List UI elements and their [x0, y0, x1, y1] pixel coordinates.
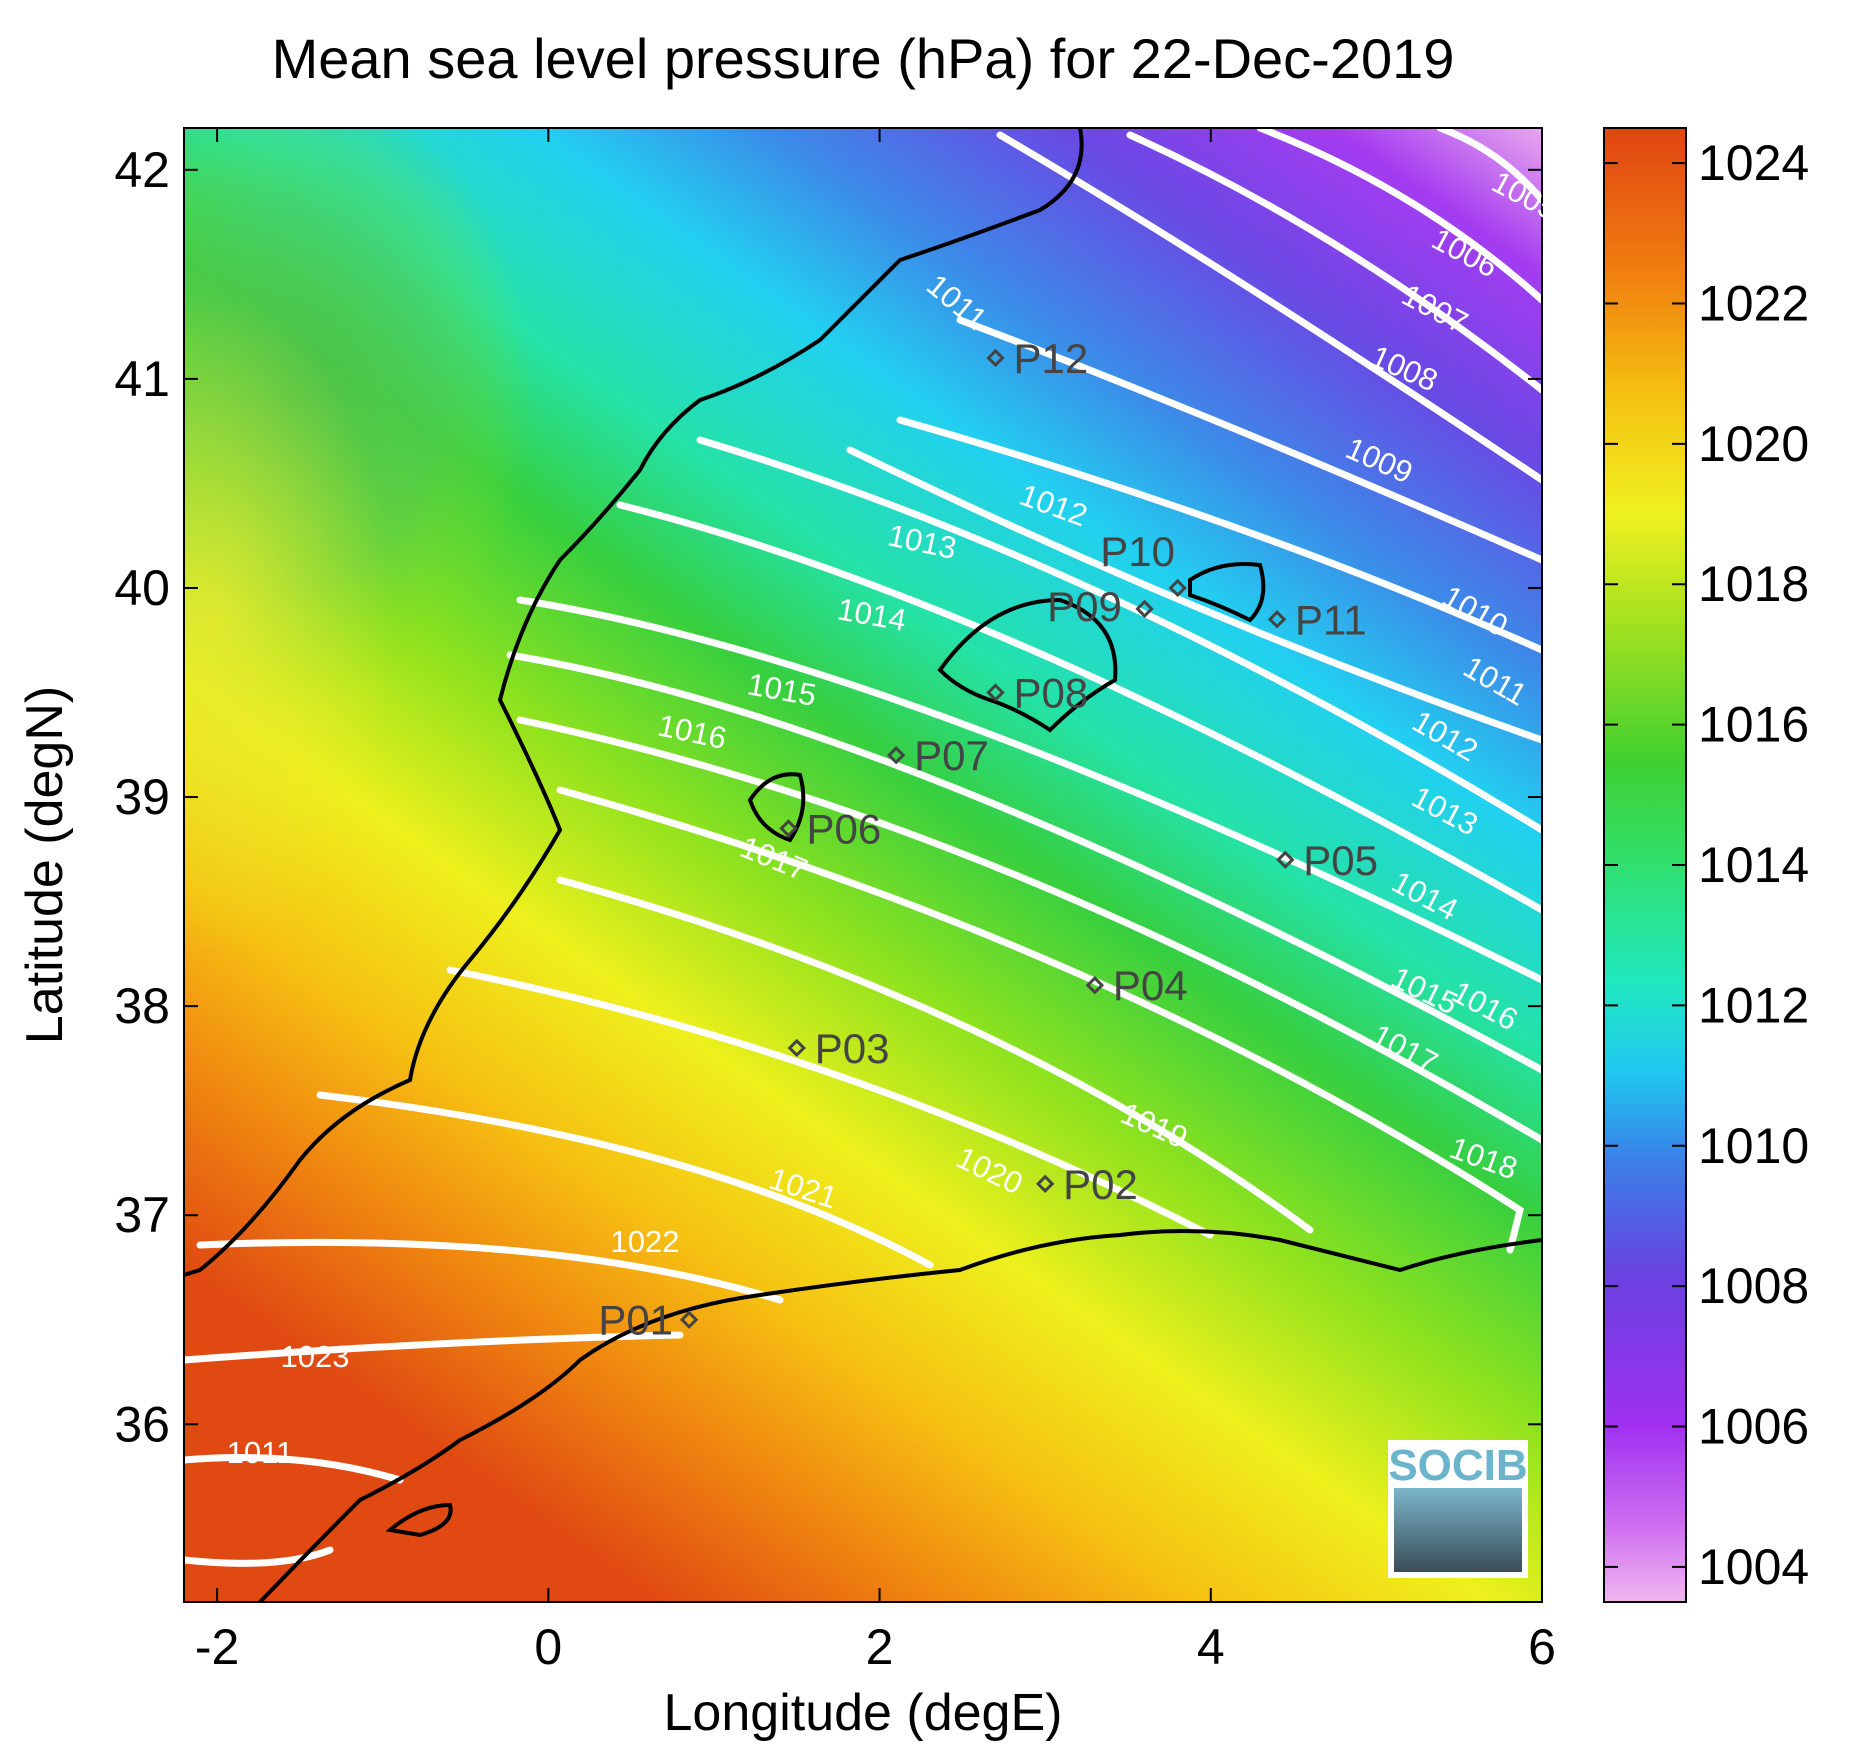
mallorca-coast	[937, 597, 1118, 733]
y-tick-label: 41	[114, 351, 170, 407]
contour-1010	[896, 416, 1542, 654]
y-axis-label: Latitude (degN)	[16, 686, 74, 1044]
station-label: P04	[1113, 962, 1188, 1009]
station-label: P06	[806, 805, 881, 852]
station-label: P01	[598, 1297, 673, 1344]
contour-1021	[196, 1238, 784, 1304]
station-label: P12	[1013, 335, 1088, 382]
colorbar: 1024 1022 1020 1018 1016 1014 1012 1010 1008 1006…	[1603, 127, 1809, 1603]
station-label: P03	[815, 1025, 890, 1072]
y-tick-label: 37	[114, 1187, 170, 1243]
socib-logo: SOCIB	[1388, 1440, 1528, 1578]
contour-1005	[1436, 128, 1542, 204]
ibiza-coast	[747, 772, 806, 843]
station-marker	[679, 1310, 699, 1329]
coastline	[184, 128, 1542, 1602]
station-marker	[1276, 850, 1295, 869]
contour-1012	[696, 436, 1542, 834]
colorbar-ticks: 1024 1022 1020 1018 1016 1014 1012 1010 1008 1006…	[1604, 135, 1809, 1595]
station-marker	[779, 819, 798, 838]
x-tick-label: 6	[1528, 1619, 1556, 1675]
contour-1020	[316, 1091, 934, 1269]
chart-title: Mean sea level pressure (hPa) for 22-Dec…	[272, 27, 1455, 90]
contour-1023b	[184, 1546, 334, 1567]
contour-label: 1011	[227, 1435, 294, 1470]
x-axis-label: Longitude (degE)	[664, 1684, 1063, 1742]
y-tick-label: 42	[114, 142, 170, 198]
contour-1016	[516, 716, 1542, 1144]
contour-1023	[184, 1454, 404, 1484]
station-label: P11	[1295, 596, 1367, 643]
x-tick-label: 0	[534, 1619, 562, 1675]
colorbar-tick-label: 1006	[1698, 1399, 1809, 1455]
colorbar-tick-label: 1010	[1698, 1118, 1809, 1174]
colorbar-tick-label: 1022	[1698, 275, 1809, 331]
station-marker	[1035, 1174, 1055, 1194]
contour-1018	[556, 876, 1314, 1234]
colorbar-tick-label: 1008	[1698, 1258, 1809, 1314]
contour-1019	[446, 966, 1214, 1239]
x-tick-label: 4	[1197, 1619, 1225, 1675]
station-marker	[986, 348, 1005, 368]
station-marker	[1085, 976, 1105, 995]
iberian-coast	[184, 128, 1084, 1277]
contour-lines	[184, 128, 1542, 1567]
colorbar-tick-label: 1018	[1698, 556, 1809, 612]
station-marker	[1135, 599, 1154, 619]
contour-1008	[996, 131, 1542, 484]
station-label: P05	[1303, 837, 1378, 884]
colorbar-tick-label: 1004	[1698, 1539, 1809, 1595]
station-marker	[886, 746, 906, 765]
inland-high-patch	[184, 128, 784, 1228]
pressure-field: SOCIB	[184, 128, 1542, 1602]
station-label: P09	[1047, 583, 1122, 630]
colorbar-tick-label: 1016	[1698, 697, 1809, 753]
y-axis: 42 41 40 39 38 37 36	[114, 142, 1542, 1452]
y-tick-label: 40	[114, 560, 170, 616]
menorca-coast	[1188, 562, 1266, 623]
colorbar-tick-label: 1020	[1698, 416, 1809, 472]
contour-1014	[516, 596, 1542, 984]
contour-1013	[616, 501, 1542, 914]
x-tick-label: 2	[866, 1619, 894, 1675]
station-marker	[1267, 610, 1287, 629]
x-tick-label: -2	[195, 1619, 239, 1675]
north-africa-coast	[258, 1229, 1542, 1602]
plot-frame	[183, 127, 1543, 1603]
station-label: P07	[914, 732, 989, 779]
station-label: P08	[1013, 670, 1088, 717]
alboran-coast	[385, 1502, 453, 1538]
contour-1017	[556, 786, 1525, 1254]
contour-label: 1022	[611, 1224, 680, 1259]
station-label: P02	[1063, 1161, 1138, 1208]
station-marker	[986, 683, 1005, 702]
y-tick-label: 39	[114, 769, 170, 825]
logo-text: SOCIB	[1388, 1441, 1527, 1490]
contour-1015	[506, 651, 1542, 1074]
colorbar-tick-label: 1014	[1698, 837, 1809, 893]
x-axis: -2 0 2 4 6	[195, 128, 1556, 1675]
colorbar-tick-label: 1012	[1698, 977, 1809, 1033]
colorbar-tick-label: 1024	[1698, 135, 1809, 191]
station-marker	[1168, 578, 1187, 598]
contour-1009	[956, 316, 1542, 564]
contour-1007	[1126, 131, 1542, 394]
y-tick-label: 36	[114, 1396, 170, 1452]
y-tick-label: 38	[114, 978, 170, 1034]
contour-label: 1023	[281, 1339, 350, 1374]
contour-1011	[846, 446, 1542, 744]
station-marker	[787, 1038, 806, 1058]
station-markers: P01 P02 P03 P04 P05 P06 P07 P08 P09 P10 P11 P12	[598, 335, 1378, 1344]
logo-gradient	[1394, 1488, 1522, 1572]
station-label: P10	[1100, 528, 1175, 575]
contour-1006	[1256, 128, 1542, 304]
